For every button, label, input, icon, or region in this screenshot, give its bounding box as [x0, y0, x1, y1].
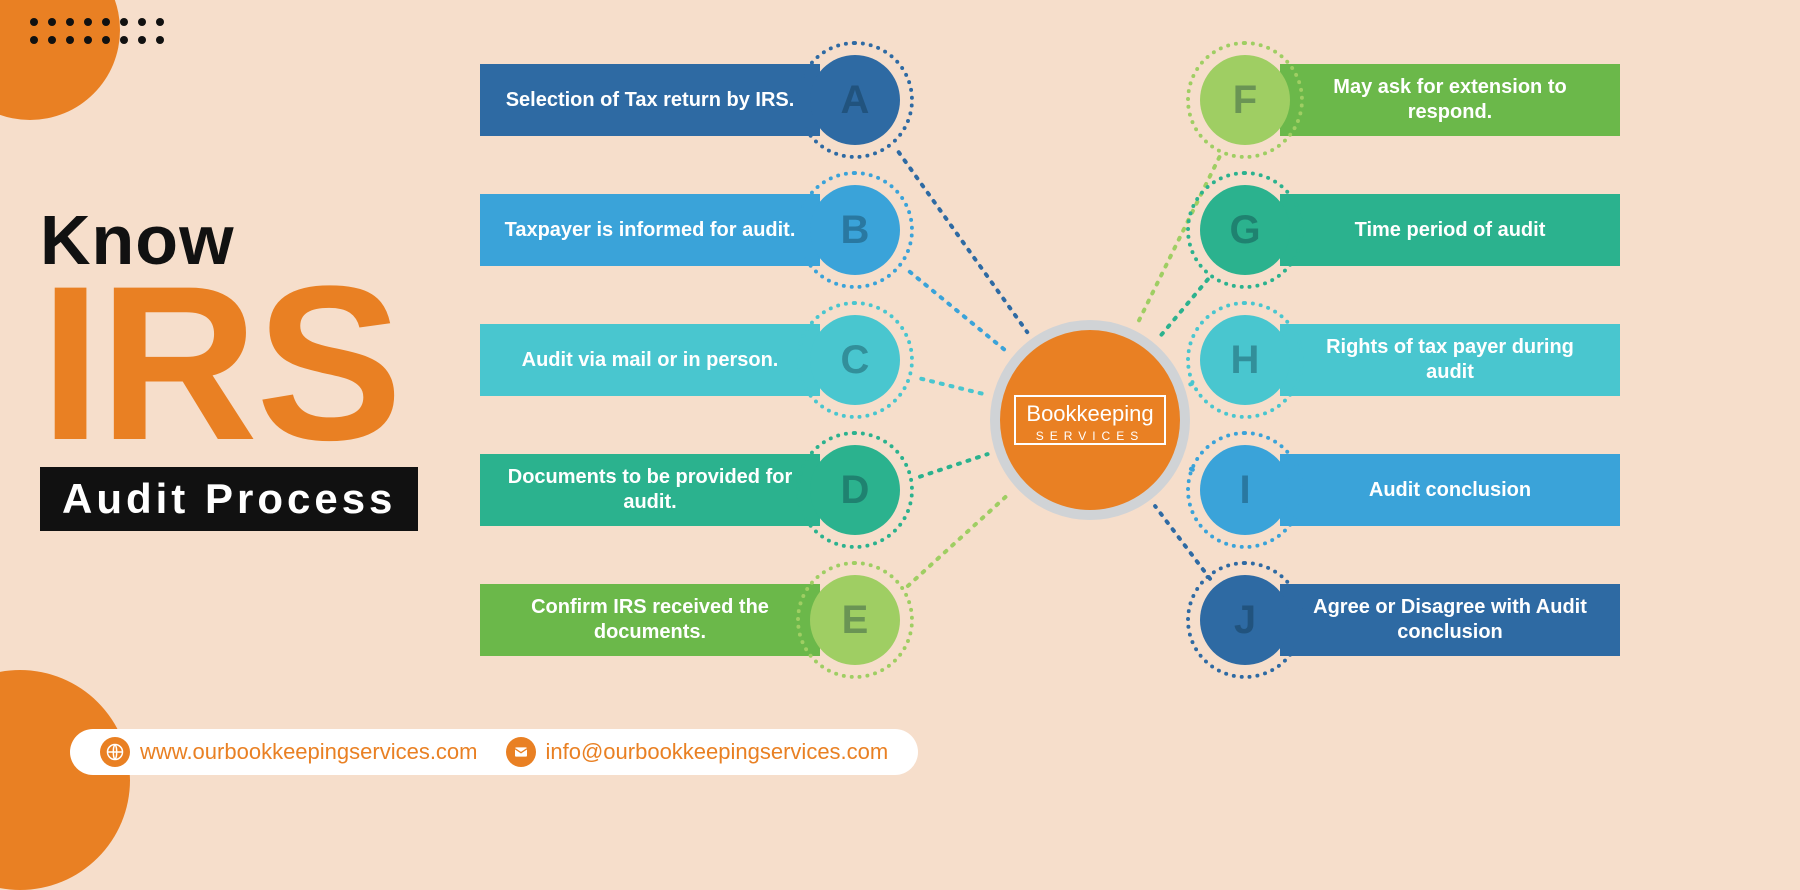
footer-website: www.ourbookkeepingservices.com: [100, 737, 478, 767]
step-bar: Audit via mail or in person.: [480, 324, 820, 396]
step-bar: Documents to be provided for audit.: [480, 454, 820, 526]
step-bar: Rights of tax payer during audit: [1280, 324, 1620, 396]
step-bar: May ask for extension to respond.: [1280, 64, 1620, 136]
hub-subtitle: SERVICES: [1026, 429, 1153, 443]
step-letter: E: [842, 598, 869, 643]
step-bar: Selection of Tax return by IRS.: [480, 64, 820, 136]
step-node: J: [1200, 575, 1290, 665]
step-g: G Time period of audit: [1200, 190, 1620, 270]
step-node: B: [810, 185, 900, 275]
step-letter: H: [1231, 338, 1260, 383]
step-c: Audit via mail or in person. C: [480, 320, 900, 400]
step-letter: C: [841, 338, 870, 383]
step-node: I: [1200, 445, 1290, 535]
step-bar: Agree or Disagree with Audit conclusion: [1280, 584, 1620, 656]
hub-circle: Bookkeeping SERVICES: [990, 320, 1190, 520]
step-f: F May ask for extension to respond.: [1200, 60, 1620, 140]
footer-bar: www.ourbookkeepingservices.com info@ourb…: [70, 729, 918, 775]
step-node: G: [1200, 185, 1290, 275]
step-letter: D: [841, 468, 870, 513]
title-line-irs: IRS: [40, 270, 418, 457]
step-letter: I: [1239, 468, 1250, 513]
step-node: A: [810, 55, 900, 145]
step-letter: J: [1234, 598, 1256, 643]
step-letter: B: [841, 208, 870, 253]
globe-icon: [100, 737, 130, 767]
step-bar: Confirm IRS received the documents.: [480, 584, 820, 656]
step-node: E: [810, 575, 900, 665]
step-b: Taxpayer is informed for audit. B: [480, 190, 900, 270]
footer-email-text: info@ourbookkeepingservices.com: [546, 739, 889, 765]
mail-icon: [506, 737, 536, 767]
step-d: Documents to be provided for audit. D: [480, 450, 900, 530]
title-block: Know IRS Audit Process: [40, 200, 418, 531]
step-letter: G: [1229, 208, 1260, 253]
step-e: Confirm IRS received the documents. E: [480, 580, 900, 660]
step-bar: Audit conclusion: [1280, 454, 1620, 526]
process-diagram: Bookkeeping SERVICES Selection of Tax re…: [480, 60, 1580, 700]
step-bar: Taxpayer is informed for audit.: [480, 194, 820, 266]
step-letter: A: [841, 78, 870, 123]
step-node: H: [1200, 315, 1290, 405]
step-node: D: [810, 445, 900, 535]
step-h: H Rights of tax payer during audit: [1200, 320, 1620, 400]
title-line-audit: Audit Process: [40, 467, 418, 531]
step-a: Selection of Tax return by IRS. A: [480, 60, 900, 140]
decorative-dot-grid: [30, 18, 164, 44]
step-j: J Agree or Disagree with Audit conclusion: [1200, 580, 1620, 660]
step-letter: F: [1233, 78, 1257, 123]
step-bar: Time period of audit: [1280, 194, 1620, 266]
footer-email: info@ourbookkeepingservices.com: [506, 737, 889, 767]
footer-website-text: www.ourbookkeepingservices.com: [140, 739, 478, 765]
hub-inner-box: Bookkeeping SERVICES: [1014, 395, 1165, 445]
step-i: I Audit conclusion: [1200, 450, 1620, 530]
hub-title: Bookkeeping: [1026, 401, 1153, 427]
step-node: C: [810, 315, 900, 405]
step-node: F: [1200, 55, 1290, 145]
